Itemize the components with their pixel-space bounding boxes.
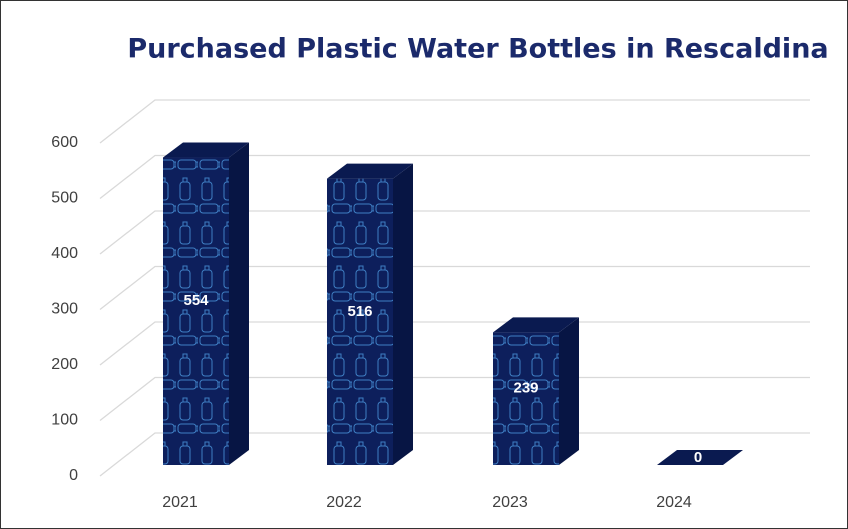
value-label: 516 [347,303,372,320]
y-tick-label: 400 [51,245,78,262]
value-label: 239 [513,380,538,397]
bar-top [493,317,579,333]
bar-side [393,163,413,465]
grid-line [99,210,810,255]
grid-line [99,99,810,144]
x-tick-label: 2024 [656,494,692,511]
y-tick-label: 0 [69,467,78,484]
grid-line [99,432,810,477]
y-tick-label: 500 [51,190,78,207]
chart-title: Purchased Plastic Water Bottles in Resca… [127,34,828,65]
bar [657,450,743,465]
y-tick-label: 600 [51,134,78,151]
grid-line [99,154,810,200]
y-tick-label: 200 [51,356,78,373]
value-label: 0 [694,449,702,466]
y-tick-label: 300 [51,301,78,318]
bar [327,178,393,465]
bar-top [163,142,249,158]
bar-top [327,163,413,179]
y-tick-label: 100 [51,412,78,429]
value-label: 554 [183,292,209,309]
x-tick-label: 2021 [162,494,198,511]
grid-line [99,376,810,422]
grid-line [99,321,810,366]
bar-side [559,317,579,465]
x-tick-label: 2023 [492,494,528,511]
bar [493,332,559,465]
x-tick-label: 2022 [326,494,362,511]
bar-side [229,142,249,465]
bar [163,157,229,465]
grid-line [99,265,810,311]
